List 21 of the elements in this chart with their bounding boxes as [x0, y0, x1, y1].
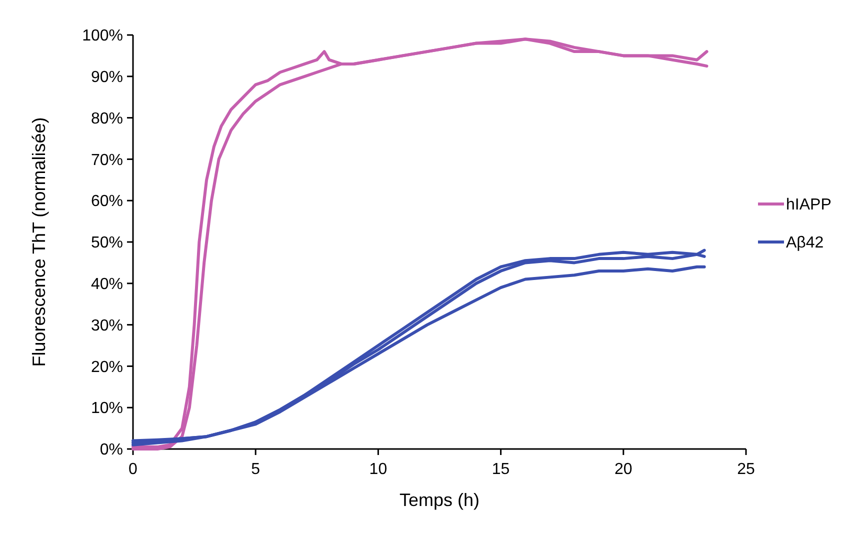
y-axis-title: Fluorescence ThT (normalisée) — [29, 117, 49, 367]
y-tick-label: 100% — [82, 28, 123, 45]
y-tick-label: 90% — [90, 69, 123, 86]
legend-label: Aβ42 — [786, 234, 824, 252]
y-tick-label: 0% — [100, 442, 123, 459]
y-tick-label: 40% — [90, 276, 123, 293]
y-tick-label: 70% — [90, 152, 123, 169]
y-tick-label: 50% — [90, 234, 123, 252]
y-tick-label: 60% — [90, 193, 123, 210]
x-tick-label: 0 — [128, 461, 138, 478]
x-tick-label: 5 — [251, 461, 260, 478]
legend-label: hIAPP — [786, 196, 832, 214]
y-tick-label: 10% — [90, 400, 123, 418]
x-tick-label: 15 — [492, 461, 510, 478]
x-axis-title: Temps (h) — [399, 490, 480, 510]
x-tick-label: 25 — [737, 461, 755, 478]
y-tick-label: 30% — [90, 317, 123, 334]
y-tick-label: 80% — [90, 110, 123, 128]
y-tick-label: 20% — [90, 358, 123, 376]
x-tick-label: 20 — [614, 461, 632, 478]
x-tick-label: 10 — [369, 461, 388, 478]
